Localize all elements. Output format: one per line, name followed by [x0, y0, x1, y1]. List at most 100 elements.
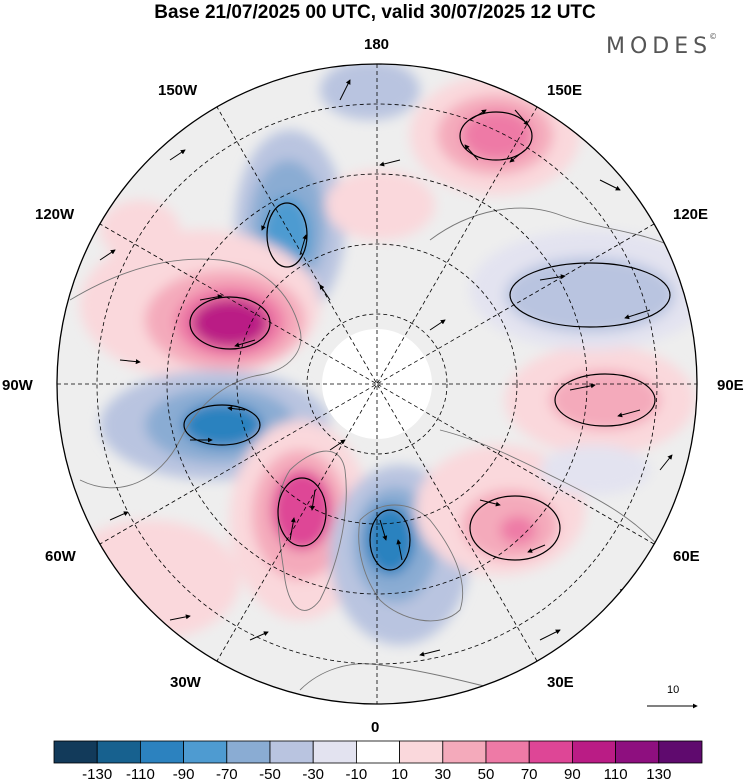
anomaly-greenland-core [272, 470, 332, 550]
colorbar-swatch [442, 740, 487, 764]
label-180: 180 [364, 36, 390, 53]
colorbar-tick-label: 90 [564, 766, 581, 783]
colorbar-tick-label: 30 [434, 766, 451, 783]
map-title: Base 21/07/2025 00 UTC, valid 30/07/2025… [154, 2, 596, 23]
contour-greenland [277, 477, 327, 547]
colorbar-tick-label: 130 [646, 766, 671, 783]
wind-arrow [249, 631, 269, 641]
label-0: 0 [371, 719, 380, 736]
colorbar-swatch [355, 740, 400, 764]
wind-arrow [169, 149, 186, 161]
coast-scandinavia [358, 504, 464, 622]
anomaly-nordic-core [365, 505, 415, 575]
wind-arrow [539, 629, 561, 641]
colorbar-swatch [183, 740, 228, 764]
anomaly-bering-core [462, 110, 532, 160]
colorbar-tick-label: -30 [302, 766, 324, 783]
meridian-60e-120w [99, 223, 655, 545]
colorbar-tick-label: 110 [604, 766, 628, 783]
colorbar-swatch [399, 740, 444, 764]
logo-text: MODES [606, 34, 713, 59]
colorbar-swatch [615, 740, 660, 764]
wind-arrow [339, 79, 351, 101]
wind-arrow [396, 539, 403, 561]
anomaly-atlantic-patch [60, 520, 240, 640]
wind-arrow [514, 109, 529, 126]
contours [183, 111, 671, 571]
wind-arrow [569, 383, 596, 391]
modes-logo: MODES© [606, 32, 720, 59]
anomaly-hudson-core [182, 403, 262, 447]
meridian-30e-150w [216, 106, 538, 662]
label-30e: 30E [547, 674, 574, 691]
wind-arrow [527, 544, 546, 553]
colorbar-tick-label: 70 [521, 766, 538, 783]
wind-arrow [109, 511, 129, 521]
wind-arrow [199, 294, 223, 301]
colorbar-swatch [658, 740, 703, 764]
map-border [56, 63, 698, 705]
wind-arrow [379, 519, 388, 541]
coast-siberia [429, 207, 697, 331]
anomaly-field [60, 64, 697, 645]
wind-arrow [227, 406, 246, 411]
colorbar-tick-label: -110 [126, 766, 155, 783]
label-60w: 60W [45, 548, 76, 565]
wind-arrow [429, 319, 446, 331]
label-120e: 120E [673, 206, 709, 223]
anomaly-urals-patch [540, 445, 650, 495]
wind-arrow [464, 144, 479, 161]
colorbar-swatch [269, 740, 314, 764]
wind-arrow [419, 649, 441, 657]
contour-hudson [183, 404, 261, 446]
wind-arrow [617, 409, 641, 418]
label-90w: 90W [2, 377, 33, 394]
wind-arrow [624, 309, 651, 320]
wind-arrow [539, 274, 566, 281]
coast-north-america [69, 258, 302, 489]
coast-europe [299, 663, 501, 691]
colorbar-swatch [485, 740, 530, 764]
colorbar-tick-label: 10 [391, 766, 408, 783]
colorbar-tick-label: -90 [173, 766, 195, 783]
colorbar-tick-label: -130 [82, 766, 112, 783]
colorbar-tick-label: -10 [346, 766, 368, 783]
label-60e: 60E [673, 548, 700, 565]
colorbar-swatch [139, 740, 184, 764]
contour-east-siberia [509, 262, 671, 328]
anomaly-chukchi-patch [320, 64, 420, 120]
colorbar-swatch [312, 740, 357, 764]
label-150w: 150W [158, 82, 198, 99]
wind-arrow [119, 359, 141, 365]
reference-vector-label: 10 [667, 684, 680, 696]
wind-arrow [329, 439, 346, 451]
latitude-circle [166, 173, 588, 595]
colorbar-swatch [572, 740, 617, 764]
anomaly-siberia-core [550, 370, 660, 430]
anomaly-arctic-patch [325, 170, 435, 240]
colorbar: -130 -110 -90 -70 -50 -30 -10 10 30 50 70 90 110 130 [53, 740, 703, 783]
polar-cap [322, 329, 432, 439]
latitude-circle [96, 103, 658, 665]
meridian-120e-60w [99, 223, 655, 545]
anomaly-pacific-patch [100, 200, 180, 260]
latitude-circle [306, 313, 448, 455]
anomaly-canada-core [192, 299, 268, 347]
colorbar-tick-label: 50 [478, 766, 495, 783]
colorbar-tick-label: -70 [216, 766, 238, 783]
colorbar-swatch [528, 740, 573, 764]
colorbar-swatch [226, 740, 271, 764]
label-30w: 30W [170, 674, 201, 691]
wind-arrow [261, 209, 271, 231]
contour-nordic [369, 509, 411, 571]
wind-arrow [289, 517, 296, 541]
label-150e: 150E [547, 82, 583, 99]
wind-arrow [319, 284, 331, 301]
wind-arrow [169, 614, 191, 621]
wind-arrow [379, 159, 401, 167]
label-120w: 120W [35, 206, 75, 223]
label-90e: 90E [717, 377, 744, 394]
wind-arrow [509, 149, 526, 163]
colorbar-tick-label: -50 [259, 766, 281, 783]
wind-arrow [469, 109, 487, 121]
